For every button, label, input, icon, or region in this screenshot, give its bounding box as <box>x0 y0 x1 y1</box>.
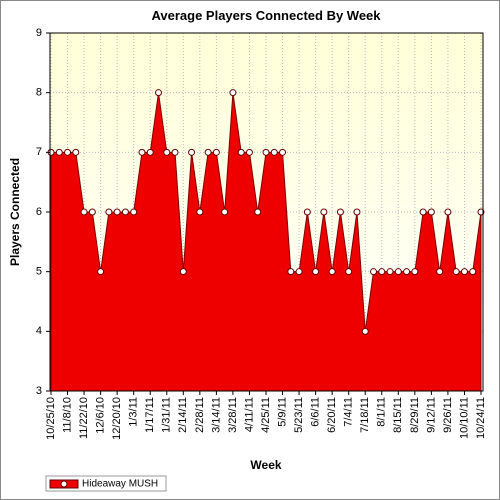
x-tick-label: 1/31/11 <box>161 397 173 433</box>
x-tick-label: 5/9/11 <box>276 397 288 427</box>
x-tick-label: 12/6/10 <box>95 397 107 434</box>
x-tick-label: 11/8/10 <box>61 397 73 433</box>
y-tick-label: 3 <box>36 385 42 397</box>
point-marker <box>386 268 394 276</box>
point-marker <box>411 268 419 276</box>
x-tick-label: 3/28/11 <box>227 397 239 433</box>
x-tick-label: 1/3/11 <box>128 397 140 427</box>
point-marker <box>436 268 444 276</box>
x-tick-label: 7/18/11 <box>359 397 371 433</box>
point-marker <box>312 268 320 276</box>
point-marker <box>212 148 220 156</box>
point-marker <box>361 327 369 335</box>
point-marker <box>55 148 63 156</box>
y-tick-label: 6 <box>36 206 42 218</box>
point-marker <box>452 268 460 276</box>
point-marker <box>444 208 452 216</box>
x-tick-label: 8/15/11 <box>392 397 404 433</box>
y-tick-label: 9 <box>36 27 42 39</box>
point-marker <box>130 208 138 216</box>
chart-title: Average Players Connected By Week <box>151 8 381 23</box>
point-marker <box>64 148 72 156</box>
point-marker <box>460 268 468 276</box>
point-marker <box>320 208 328 216</box>
point-marker <box>295 268 303 276</box>
y-tick-label: 4 <box>36 325 42 337</box>
x-tick-label: 12/20/10 <box>111 397 123 440</box>
x-tick-label: 10/10/11 <box>458 397 470 439</box>
x-tick-label: 10/25/10 <box>45 397 57 440</box>
x-tick-label: 10/24/11 <box>475 397 487 439</box>
point-marker <box>163 148 171 156</box>
point-marker <box>469 268 477 276</box>
point-marker <box>394 268 402 276</box>
point-marker <box>229 89 237 97</box>
x-tick-label: 9/12/11 <box>425 397 437 433</box>
point-marker <box>121 208 129 216</box>
point-marker <box>303 208 311 216</box>
point-marker <box>138 148 146 156</box>
point-marker <box>179 268 187 276</box>
point-marker <box>188 148 196 156</box>
x-tick-label: 7/4/11 <box>343 397 355 427</box>
legend: Hideaway MUSH <box>45 475 167 492</box>
legend-marker <box>60 480 68 488</box>
point-marker <box>146 148 154 156</box>
x-tick-label: 2/28/11 <box>194 397 206 433</box>
point-marker <box>237 148 245 156</box>
x-tick-label: 6/6/11 <box>310 397 322 427</box>
point-marker <box>171 148 179 156</box>
x-tick-label: 6/20/11 <box>326 397 338 433</box>
x-tick-label: 8/1/11 <box>376 397 388 427</box>
x-tick-label: 4/25/11 <box>260 397 272 433</box>
x-tick-label: 1/17/11 <box>144 397 156 433</box>
point-marker <box>427 208 435 216</box>
point-marker <box>245 148 253 156</box>
y-tick-label: 5 <box>36 266 42 278</box>
x-axis-title: Week <box>250 458 281 472</box>
point-marker <box>336 208 344 216</box>
legend-label: Hideaway MUSH <box>82 479 158 490</box>
y-tick-label: 8 <box>36 87 42 99</box>
point-marker <box>378 268 386 276</box>
point-marker <box>353 208 361 216</box>
x-tick-label: 8/29/11 <box>409 397 421 433</box>
x-tick-label: 4/11/11 <box>243 397 255 432</box>
point-marker <box>80 208 88 216</box>
x-tick-label: 2/14/11 <box>177 397 189 433</box>
point-marker <box>105 208 113 216</box>
point-marker <box>155 89 162 97</box>
point-marker <box>72 148 80 156</box>
y-tick-label: 7 <box>36 146 42 158</box>
plot-border <box>49 32 484 392</box>
x-tick-label: 9/26/11 <box>442 397 454 433</box>
x-tick-label: 5/23/11 <box>293 397 305 433</box>
point-marker <box>328 268 336 276</box>
point-marker <box>270 148 278 156</box>
point-marker <box>262 148 270 156</box>
x-tick-label: 3/14/11 <box>210 397 222 433</box>
point-marker <box>419 208 427 216</box>
point-marker <box>370 268 377 276</box>
point-marker <box>113 208 121 216</box>
point-marker <box>254 208 262 216</box>
point-marker <box>204 148 212 156</box>
point-marker <box>196 208 204 216</box>
point-marker <box>88 208 96 216</box>
point-marker <box>221 208 229 216</box>
point-marker <box>403 268 411 276</box>
point-marker <box>345 268 353 276</box>
x-tick-label: 11/22/10 <box>78 397 90 439</box>
point-marker <box>279 148 287 156</box>
point-marker <box>287 268 295 276</box>
point-marker <box>97 268 105 276</box>
y-axis-title: Players Connected <box>8 158 22 266</box>
